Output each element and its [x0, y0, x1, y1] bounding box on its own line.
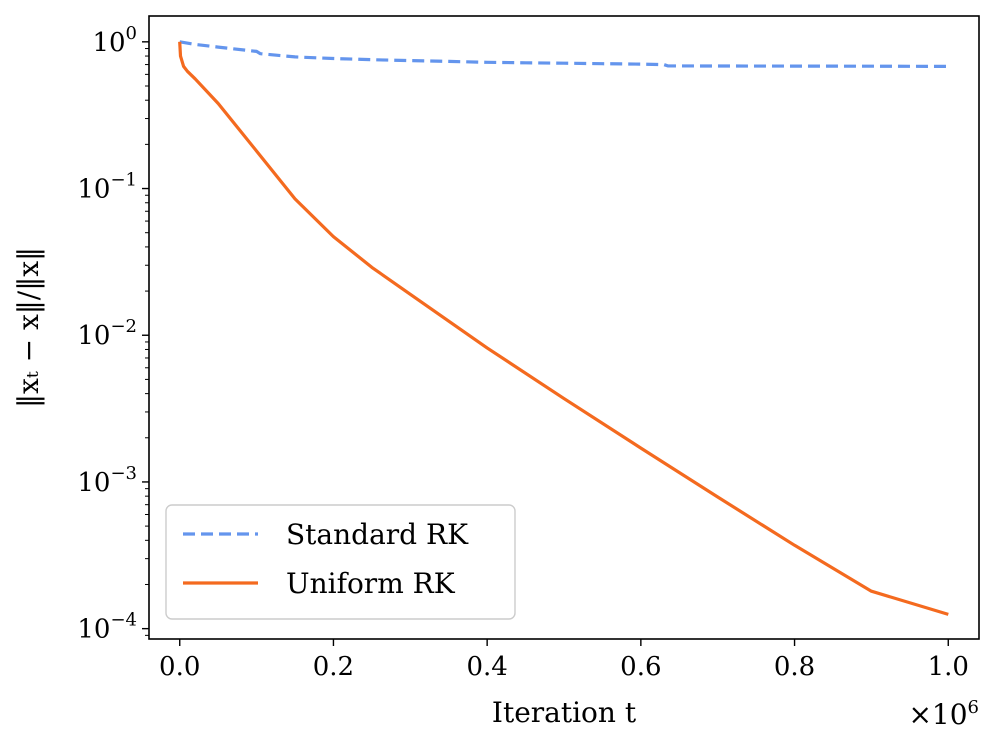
x-tick-label: 0.6	[620, 652, 661, 682]
y-tick-label: 10−3	[77, 463, 137, 498]
x-axis-multiplier: ×106	[908, 697, 979, 731]
x-tick-label: 0.2	[313, 652, 354, 682]
x-axis-label: Iteration t	[492, 696, 637, 729]
y-axis-ticks: 100 10−1 10−2 10−3 10−4	[77, 23, 149, 645]
legend-box	[165, 504, 516, 620]
x-tick-label: 0.4	[466, 652, 507, 682]
x-tick-label: 0.8	[774, 652, 815, 682]
x-tick-label: 1.0	[928, 652, 969, 682]
y-tick-label: 10−4	[77, 610, 137, 645]
series-line-uniform-rk	[178, 41, 949, 616]
y-tick-label: 10−2	[77, 316, 137, 351]
y-tick-label: 100	[92, 23, 137, 58]
x-tick-label: 0.0	[159, 652, 200, 682]
y-axis-label: ‖xₜ − x‖/‖x‖	[12, 247, 45, 408]
legend-label-uniform-rk: Uniform RK	[286, 567, 456, 600]
legend-label-standard-rk: Standard RK	[286, 518, 469, 551]
series-line-standard-rk	[179, 40, 949, 68]
y-tick-label: 10−1	[77, 170, 137, 205]
legend: Standard RK Uniform RK	[165, 504, 516, 620]
plot-frame	[148, 15, 980, 640]
series-layer	[178, 40, 949, 616]
x-axis-ticks: 0.0 0.2 0.4 0.6 0.8 1.0	[159, 639, 969, 682]
